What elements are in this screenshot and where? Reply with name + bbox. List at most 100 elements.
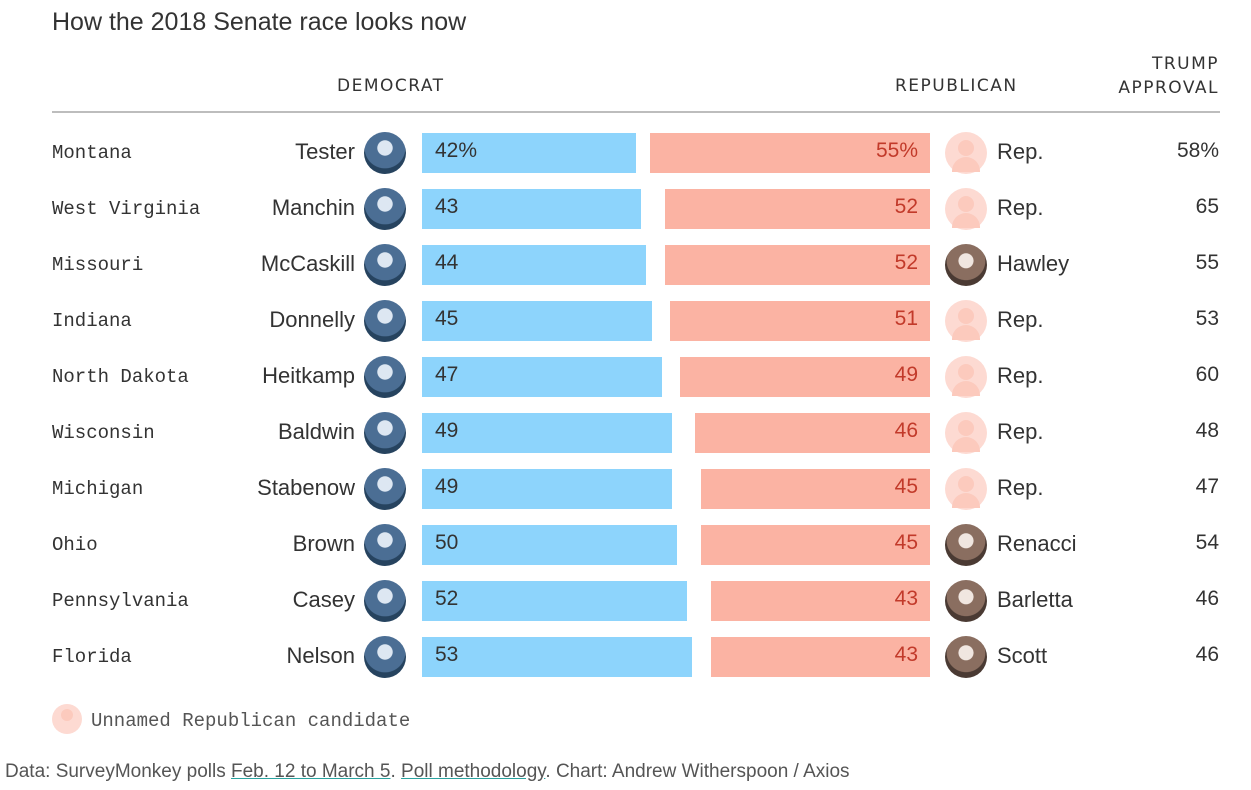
table-row: Montana Tester 42% 55% Rep. 58% bbox=[0, 132, 1251, 188]
democrat-value: 45 bbox=[435, 307, 459, 330]
table-row: Wisconsin Baldwin 49 46 Rep. 48 bbox=[0, 412, 1251, 468]
unnamed-candidate-icon bbox=[945, 412, 987, 454]
trump-approval-value: 54 bbox=[1195, 531, 1219, 554]
state-label: Missouri bbox=[52, 254, 144, 276]
democrat-column-header: DEMOCRAT bbox=[337, 76, 445, 96]
republican-bar bbox=[700, 525, 930, 565]
state-label: Michigan bbox=[52, 478, 144, 500]
republican-name: Rep. bbox=[997, 139, 1044, 164]
republican-value: 49 bbox=[894, 363, 918, 386]
republican-column-header: REPUBLICAN bbox=[895, 76, 1018, 96]
trump-approval-header-line2: APPROVAL bbox=[1118, 78, 1219, 98]
republican-name: Renacci bbox=[997, 531, 1077, 556]
democrat-bar bbox=[422, 301, 652, 341]
democrat-photo-icon bbox=[364, 244, 406, 286]
footer-prefix: Data: SurveyMonkey polls bbox=[5, 761, 231, 782]
poll-dates-link[interactable]: Feb. 12 to March 5 bbox=[231, 761, 391, 782]
republican-bar bbox=[710, 637, 930, 677]
republican-name: Scott bbox=[997, 643, 1048, 668]
democrat-value: 42% bbox=[435, 139, 478, 162]
democrat-name: Donnelly bbox=[269, 307, 355, 332]
democrat-name: Tester bbox=[295, 139, 355, 164]
democrat-name: Brown bbox=[292, 531, 355, 556]
trump-approval-value: 65 bbox=[1195, 195, 1219, 218]
state-label: Pennsylvania bbox=[52, 590, 189, 612]
trump-approval-value: 47 bbox=[1195, 475, 1219, 498]
democrat-value: 47 bbox=[435, 363, 459, 386]
republican-bar bbox=[695, 413, 930, 453]
democrat-photo-icon bbox=[364, 132, 406, 174]
republican-bar bbox=[700, 469, 930, 509]
republican-name: Rep. bbox=[997, 475, 1044, 500]
democrat-photo-icon bbox=[364, 524, 406, 566]
table-row: Florida Nelson 53 43 Scott 46 bbox=[0, 636, 1251, 692]
header-divider bbox=[52, 111, 1220, 113]
table-row: Missouri McCaskill 44 52 Hawley 55 bbox=[0, 244, 1251, 300]
poll-methodology-link[interactable]: Poll methodology bbox=[401, 761, 546, 782]
trump-approval-value: 53 bbox=[1195, 307, 1219, 330]
republican-value: 55% bbox=[875, 139, 918, 162]
democrat-name: Nelson bbox=[286, 643, 355, 668]
chart-title: How the 2018 Senate race looks now bbox=[52, 8, 467, 36]
republican-value: 43 bbox=[894, 587, 918, 610]
republican-photo-icon bbox=[945, 580, 987, 622]
democrat-name: Stabenow bbox=[257, 475, 355, 500]
democrat-name: Baldwin bbox=[277, 419, 355, 444]
republican-value: 46 bbox=[894, 419, 918, 442]
republican-name: Rep. bbox=[997, 419, 1044, 444]
democrat-name: Casey bbox=[292, 587, 355, 612]
democrat-bar bbox=[422, 525, 677, 565]
table-row: West Virginia Manchin 43 52 Rep. 65 bbox=[0, 188, 1251, 244]
trump-approval-value: 58% bbox=[1176, 139, 1219, 162]
trump-approval-header-line1: TRUMP bbox=[1151, 54, 1219, 74]
unnamed-candidate-icon bbox=[945, 132, 987, 174]
republican-bar bbox=[669, 301, 930, 341]
unnamed-candidate-icon bbox=[945, 188, 987, 230]
democrat-name: Manchin bbox=[271, 195, 355, 220]
chart-rows: Montana Tester 42% 55% Rep. 58% West Virginia M… bbox=[0, 132, 1251, 692]
trump-approval-value: 55 bbox=[1195, 251, 1219, 274]
republican-value: 51 bbox=[894, 307, 918, 330]
table-row: Pennsylvania Casey 52 43 Barletta 46 bbox=[0, 580, 1251, 636]
democrat-photo-icon bbox=[364, 636, 406, 678]
democrat-value: 49 bbox=[435, 475, 459, 498]
unnamed-candidate-icon bbox=[945, 356, 987, 398]
state-label: North Dakota bbox=[52, 366, 189, 388]
democrat-value: 53 bbox=[435, 643, 459, 666]
legend-label: Unnamed Republican candidate bbox=[91, 710, 411, 732]
democrat-photo-icon bbox=[364, 188, 406, 230]
democrat-name: McCaskill bbox=[260, 251, 355, 276]
trump-approval-column-header: TRUMP APPROVAL bbox=[1118, 52, 1219, 100]
footer-suffix: . Chart: Andrew Witherspoon / Axios bbox=[545, 761, 850, 782]
democrat-bar bbox=[422, 189, 642, 229]
unnamed-candidate-icon bbox=[945, 468, 987, 510]
republican-bar bbox=[710, 581, 930, 621]
democrat-value: 49 bbox=[435, 419, 459, 442]
republican-value: 52 bbox=[894, 251, 918, 274]
democrat-value: 52 bbox=[435, 587, 459, 610]
table-row: Michigan Stabenow 49 45 Rep. 47 bbox=[0, 468, 1251, 524]
democrat-photo-icon bbox=[364, 300, 406, 342]
source-footer: Data: SurveyMonkey polls Feb. 12 to Marc… bbox=[5, 761, 850, 783]
republican-bar bbox=[680, 357, 930, 397]
footer-mid: . bbox=[390, 761, 402, 782]
democrat-photo-icon bbox=[364, 468, 406, 510]
unnamed-candidate-icon bbox=[52, 704, 82, 734]
table-row: Ohio Brown 50 45 Renacci 54 bbox=[0, 524, 1251, 580]
republican-value: 45 bbox=[894, 531, 918, 554]
republican-name: Hawley bbox=[997, 251, 1070, 276]
republican-bar bbox=[664, 245, 930, 285]
democrat-bar bbox=[422, 245, 647, 285]
table-row: Indiana Donnelly 45 51 Rep. 53 bbox=[0, 300, 1251, 356]
republican-photo-icon bbox=[945, 244, 987, 286]
democrat-value: 43 bbox=[435, 195, 459, 218]
republican-bar bbox=[664, 189, 930, 229]
republican-bar bbox=[649, 133, 930, 173]
table-row: North Dakota Heitkamp 47 49 Rep. 60 bbox=[0, 356, 1251, 412]
democrat-value: 50 bbox=[435, 531, 459, 554]
unnamed-candidate-icon bbox=[945, 300, 987, 342]
democrat-photo-icon bbox=[364, 412, 406, 454]
democrat-photo-icon bbox=[364, 356, 406, 398]
trump-approval-value: 48 bbox=[1195, 419, 1219, 442]
trump-approval-value: 46 bbox=[1195, 643, 1219, 666]
